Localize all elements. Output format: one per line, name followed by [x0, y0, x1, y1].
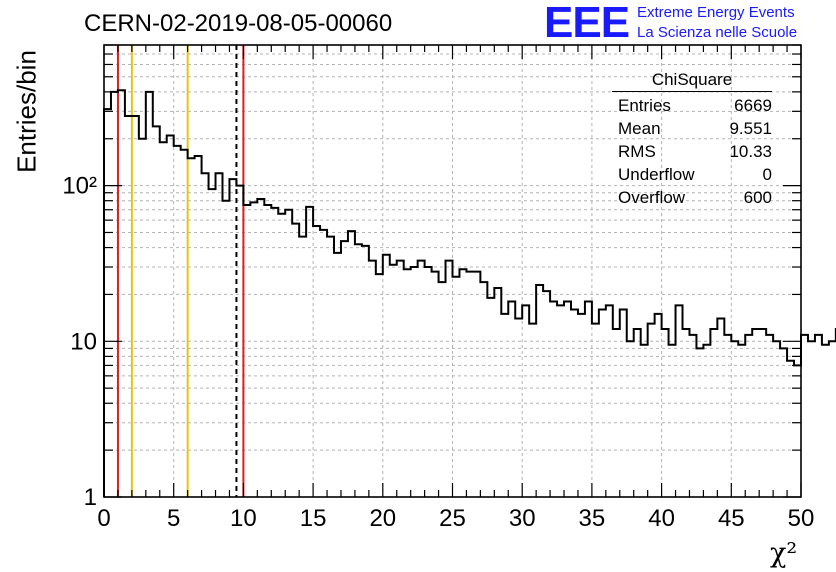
- stats-label: Entries: [618, 96, 671, 115]
- stats-title: ChiSquare: [612, 70, 772, 92]
- stats-value: 6669: [734, 96, 772, 115]
- x-tick-label: 25: [439, 505, 466, 532]
- y-axis-label: Entries/bin: [11, 50, 42, 173]
- logo-line-1: Extreme Energy Events: [637, 4, 795, 21]
- stats-box: ChiSquare Entries 6669 Mean 9.551 RMS 10…: [612, 70, 772, 209]
- reference-lines: [116, 45, 245, 497]
- x-tick-label: 15: [300, 505, 327, 532]
- stats-row-underflow: Underflow 0: [612, 163, 772, 186]
- x-tick-label: 50: [788, 505, 815, 532]
- stats-row-mean: Mean 9.551: [612, 117, 772, 140]
- stats-row-rms: RMS 10.33: [612, 140, 772, 163]
- stats-value: 0: [762, 165, 772, 184]
- stats-label: RMS: [618, 142, 656, 161]
- stats-value: 600: [743, 188, 772, 207]
- stats-label: Underflow: [618, 165, 695, 184]
- y-tick-label: 10: [70, 328, 97, 355]
- x-tick-label: 40: [648, 505, 675, 532]
- stats-label: Overflow: [618, 188, 686, 207]
- stats-value: 10.33: [729, 142, 772, 161]
- x-tick-label: 30: [509, 505, 536, 532]
- stats-row-entries: Entries 6669: [612, 94, 772, 117]
- stats-value: 9.551: [729, 119, 772, 138]
- axis-tick-labels: 0 5 10 15 20 25 30 35 40 45 50 1 10 10²: [62, 173, 814, 532]
- x-tick-label: 20: [369, 505, 396, 532]
- x-tick-label: 35: [579, 505, 606, 532]
- histogram-series: [103, 89, 836, 497]
- logo-line-2: La Scienza nelle Scuole: [637, 24, 798, 41]
- x-tick-label: 45: [718, 505, 745, 532]
- y-tick-label: 1: [84, 484, 97, 511]
- x-tick-label: 5: [167, 505, 180, 532]
- x-tick-label: 0: [97, 505, 110, 532]
- plot-frame: [103, 44, 802, 498]
- x-tick-label: 10: [230, 505, 257, 532]
- eee-logo: EEE: [544, 0, 630, 47]
- stats-label: Mean: [618, 119, 661, 138]
- chart-title: CERN-02-2019-08-05-00060: [84, 10, 393, 37]
- y-tick-label: 10²: [62, 173, 97, 200]
- x-axis-label: χ²: [770, 538, 798, 569]
- stats-row-overflow: Overflow 600: [612, 186, 772, 209]
